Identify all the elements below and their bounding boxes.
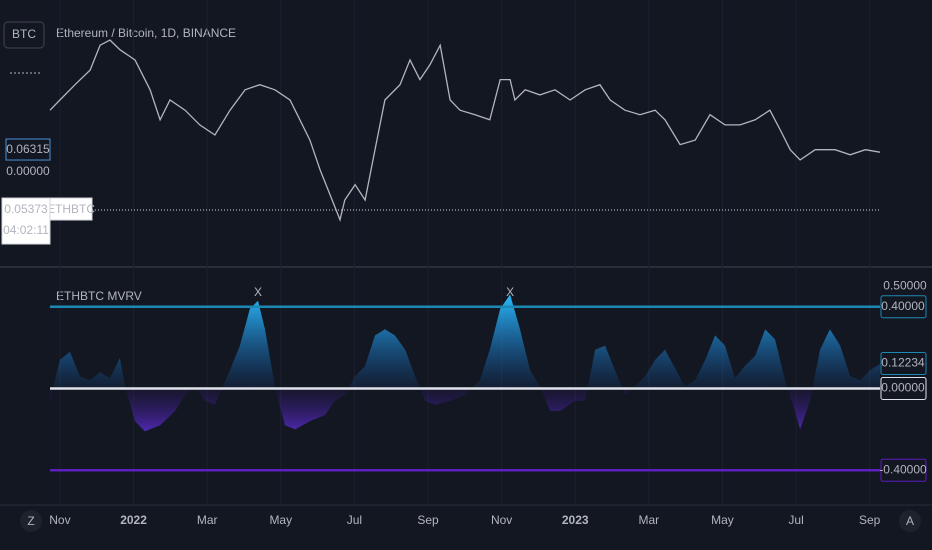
x-tick-label: Sep: [859, 513, 881, 527]
level-label: 0.00000: [881, 381, 925, 395]
last-price-box: [5, 138, 51, 161]
overlay-label: 0.00000: [6, 164, 50, 178]
reference-price-box: [1, 197, 51, 245]
x-tick-label: Nov: [49, 513, 70, 527]
symbol-button-text[interactable]: BTC: [12, 27, 36, 41]
last-value-box: [880, 352, 927, 376]
x-tick-label: May: [711, 513, 734, 527]
auto-button[interactable]: [899, 510, 921, 532]
countdown-label: 04:02:11: [3, 223, 49, 237]
x-tick-label: May: [269, 513, 292, 527]
x-tick-label: 2023: [562, 513, 589, 527]
price-line: [49, 39, 881, 222]
x-tick-label: Jul: [788, 513, 803, 527]
level-label-box: [880, 295, 927, 319]
x-tick-label: Mar: [639, 513, 660, 527]
chart-title: Ethereum / Bitcoin, 1D, BINANCE: [56, 26, 236, 40]
zoom-button-text[interactable]: Z: [27, 514, 34, 528]
x-tick-label: Mar: [197, 513, 218, 527]
last-price-label: 0.06315: [6, 142, 50, 156]
symbol-button[interactable]: [3, 21, 45, 49]
mvrv-area: [50, 294, 880, 432]
zoom-button[interactable]: [20, 510, 42, 532]
x-tick-label: Jul: [347, 513, 362, 527]
last-value-label: 0.12234: [881, 356, 925, 370]
level-label: 0.40000: [881, 299, 925, 313]
x-tick-label: 2022: [120, 513, 147, 527]
auto-button-text[interactable]: A: [906, 514, 914, 528]
level-label-box: [880, 458, 927, 482]
x-tick-label: Nov: [491, 513, 512, 527]
x-tick-label: Sep: [417, 513, 439, 527]
signal-marker: X: [254, 285, 262, 299]
y-tick-label: 0.50000: [883, 279, 927, 293]
reference-price-label: 0.05373: [4, 202, 48, 216]
level-label: -0.40000: [879, 462, 927, 476]
signal-marker: X: [506, 285, 514, 299]
level-label-box: [880, 377, 927, 401]
legend-label: ETHBTC: [47, 202, 95, 216]
indicator-title: ETHBTC MVRV: [56, 289, 142, 303]
